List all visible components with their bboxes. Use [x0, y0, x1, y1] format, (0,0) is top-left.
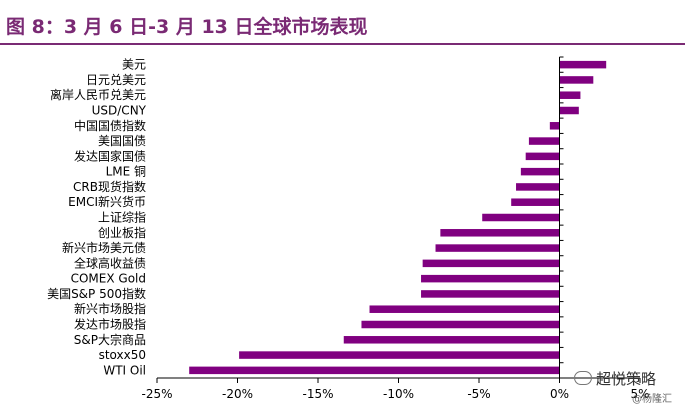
bar	[421, 290, 560, 298]
category-label: EMCI新兴货币	[68, 194, 146, 209]
category-label: USD/CNY	[92, 104, 147, 118]
category-label: 美元	[122, 58, 146, 72]
bar	[369, 305, 560, 313]
watermark-text: 超悦策略	[596, 370, 657, 388]
bar	[559, 91, 581, 99]
category-label: 日元兑美元	[86, 73, 146, 87]
title-divider	[0, 43, 685, 45]
wechat-icon	[574, 371, 592, 385]
category-label: 离岸人民币兑美元	[50, 87, 146, 102]
category-label: 全球高收益债	[74, 255, 146, 270]
bar	[343, 336, 560, 344]
chart-title: 图 8：3 月 6 日-3 月 13 日全球市场表现	[6, 16, 368, 38]
category-label: 中国国债指数	[74, 118, 146, 133]
category-label: 新兴市场美元债	[62, 240, 146, 255]
watermark-author: @杨隆汇	[632, 394, 672, 405]
bar	[189, 366, 560, 375]
bar	[421, 274, 560, 283]
bar	[528, 137, 560, 145]
category-label: 创业板指	[98, 225, 146, 240]
bar	[239, 351, 560, 359]
bar	[559, 106, 579, 115]
bar	[422, 259, 560, 268]
x-tick-label: -25%	[141, 387, 172, 401]
bar	[435, 244, 560, 252]
x-tick-label: -10%	[383, 387, 414, 401]
x-tick-label: 0%	[550, 387, 569, 401]
bar	[361, 320, 560, 329]
bar	[549, 122, 560, 130]
category-label: stoxx50	[99, 348, 146, 362]
category-label: 发达国家国债	[74, 148, 146, 163]
x-tick-label: -15%	[302, 387, 333, 401]
category-label: 发达市场股指	[74, 317, 146, 332]
bar	[440, 229, 560, 237]
bar	[516, 183, 560, 191]
category-label: 美国S&P 500指数	[47, 286, 146, 301]
category-label: CRB现货指数	[73, 179, 146, 194]
category-label: 新兴市场股指	[74, 301, 146, 316]
category-label: 美国国债	[98, 134, 146, 148]
bar	[559, 60, 607, 69]
x-tick-label: 5%	[630, 387, 649, 401]
category-label: S&P大宗商品	[74, 332, 146, 347]
bar	[482, 213, 560, 222]
bar	[511, 198, 560, 206]
x-tick-label: -5%	[467, 387, 490, 401]
watermark: 超悦策略	[574, 368, 656, 389]
category-label: WTI Oil	[103, 363, 146, 377]
x-tick-label: -20%	[222, 387, 253, 401]
bar	[525, 152, 560, 161]
category-label: LME 铜	[106, 164, 146, 179]
bar	[559, 76, 594, 84]
bar	[520, 167, 560, 176]
category-label: 上证综指	[98, 210, 146, 225]
category-label: COMEX Gold	[71, 272, 146, 286]
